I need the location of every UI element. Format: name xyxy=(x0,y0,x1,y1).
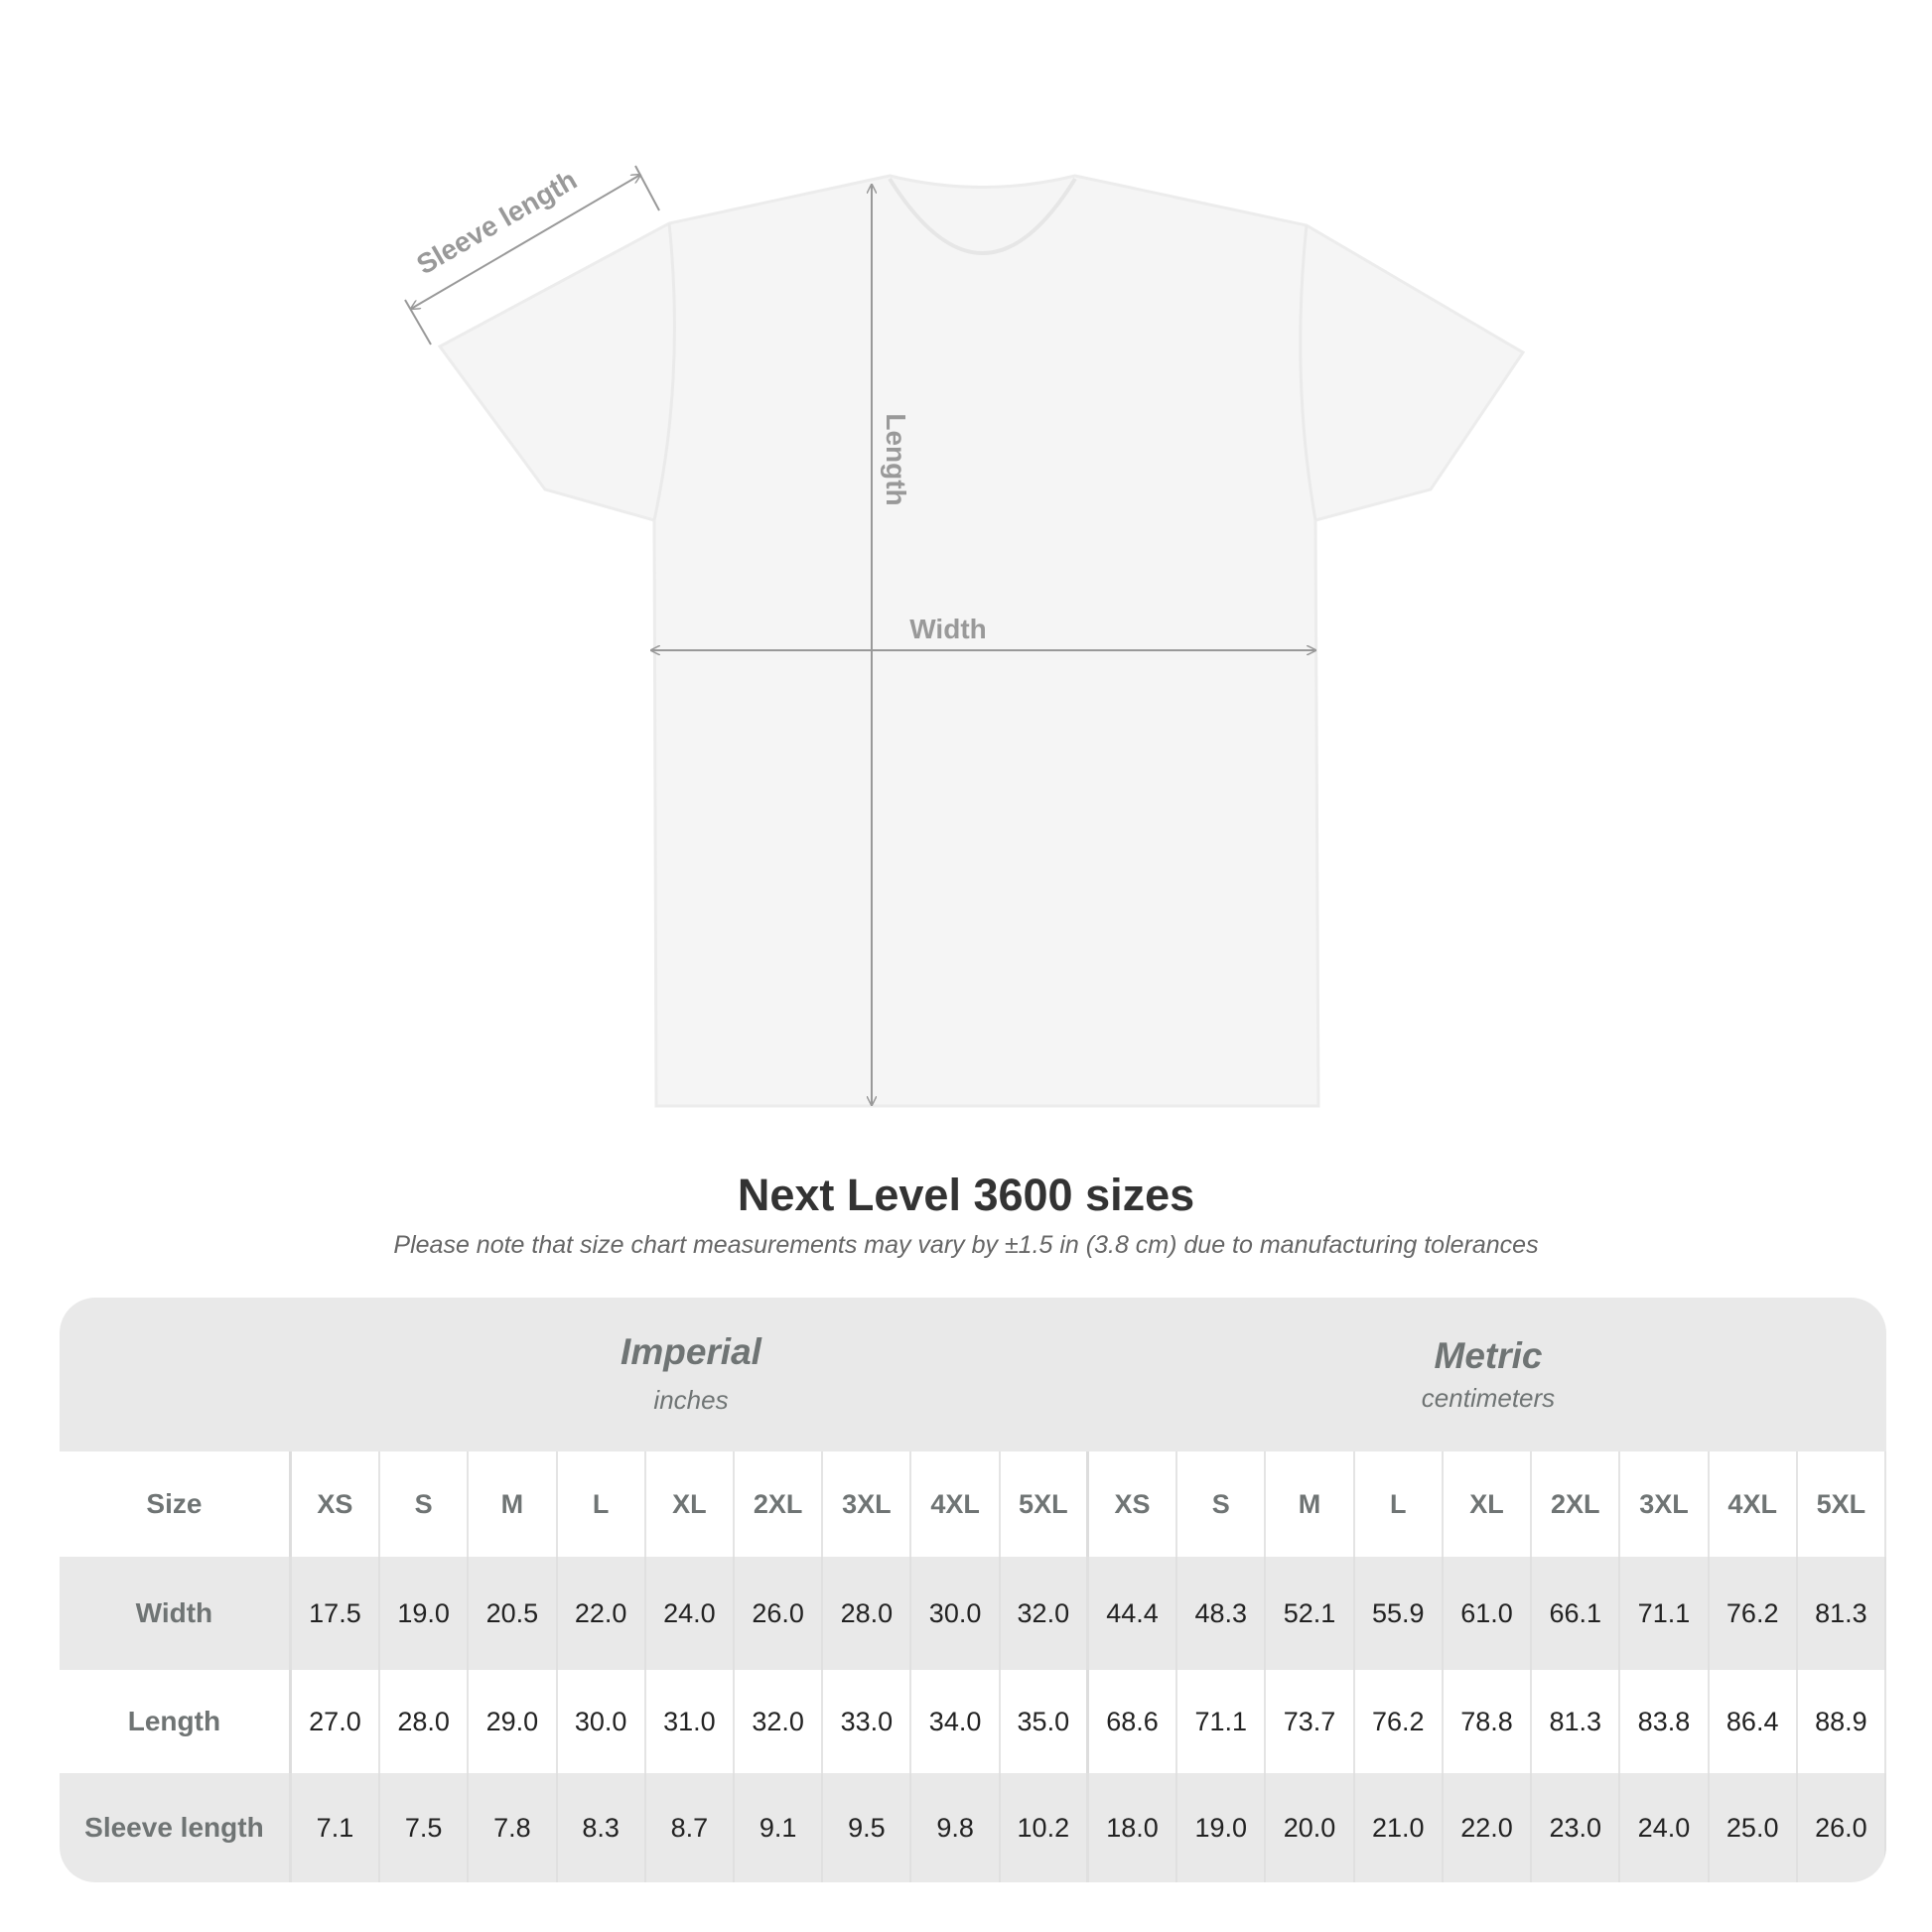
imperial-value-cell: 32.0 xyxy=(735,1670,824,1773)
imperial-value-cell: 20.5 xyxy=(469,1557,558,1670)
size-header-cell: 5XL xyxy=(1798,1451,1886,1557)
size-header-cell: 2XL xyxy=(1532,1451,1621,1557)
metric-value-cell: 52.1 xyxy=(1266,1557,1355,1670)
metric-value-cell: 25.0 xyxy=(1710,1773,1798,1882)
metric-value-cell: 83.8 xyxy=(1620,1670,1710,1773)
size-header-row: Size XS S M L XL 2XL 3XL 4XL 5XL XS S M L XL 2XL 3XL 4XL 5… xyxy=(60,1451,1886,1557)
metric-value-cell: 76.2 xyxy=(1355,1670,1444,1773)
imperial-value-cell: 9.5 xyxy=(823,1773,912,1882)
imperial-title: Imperial xyxy=(621,1331,761,1372)
imperial-unit: inches xyxy=(653,1385,729,1415)
tolerance-note: Please note that size chart measurements… xyxy=(393,1231,1539,1259)
imperial-value-cell: 8.3 xyxy=(558,1773,646,1882)
metric-value-cell: 48.3 xyxy=(1177,1557,1267,1670)
metric-value-cell: 66.1 xyxy=(1532,1557,1621,1670)
table-row: Sleeve length 7.1 7.5 7.8 8.3 8.7 9.1 9.5 9.8 10.… xyxy=(60,1773,1886,1882)
sleeve-length-label: Sleeve length xyxy=(411,164,582,280)
imperial-value-cell: 30.0 xyxy=(911,1557,1001,1670)
tshirt-collar xyxy=(888,177,1077,255)
size-header-cell: 2XL xyxy=(735,1451,824,1557)
imperial-value-cell: 24.0 xyxy=(646,1557,735,1670)
row-label: Size xyxy=(60,1451,292,1557)
imperial-value-cell: 33.0 xyxy=(823,1670,912,1773)
metric-value-cell: 86.4 xyxy=(1710,1670,1798,1773)
metric-value-cell: 23.0 xyxy=(1532,1773,1621,1882)
size-header-cell: M xyxy=(1266,1451,1355,1557)
metric-value-cell: 73.7 xyxy=(1266,1670,1355,1773)
imperial-value-cell: 28.0 xyxy=(380,1670,470,1773)
metric-value-cell: 81.3 xyxy=(1532,1670,1621,1773)
metric-title: Metric xyxy=(1434,1335,1543,1376)
row-label: Sleeve length xyxy=(60,1773,292,1882)
imperial-value-cell: 22.0 xyxy=(558,1557,646,1670)
size-header-cell: 3XL xyxy=(1620,1451,1710,1557)
size-header-cell: 5XL xyxy=(1001,1451,1089,1557)
size-header-cell: XS xyxy=(1089,1451,1178,1557)
metric-value-cell: 19.0 xyxy=(1177,1773,1267,1882)
imperial-value-cell: 27.0 xyxy=(292,1670,381,1773)
row-label: Width xyxy=(60,1557,292,1670)
imperial-value-cell: 19.0 xyxy=(380,1557,470,1670)
imperial-value-cell: 26.0 xyxy=(735,1557,824,1670)
size-header-cell: 3XL xyxy=(823,1451,912,1557)
imperial-value-cell: 9.1 xyxy=(735,1773,824,1882)
size-header-cell: M xyxy=(469,1451,558,1557)
size-header-cell: XL xyxy=(1444,1451,1533,1557)
size-header-cell: 4XL xyxy=(1710,1451,1798,1557)
imperial-value-cell: 35.0 xyxy=(1001,1670,1089,1773)
metric-value-cell: 61.0 xyxy=(1444,1557,1533,1670)
size-header-cell: S xyxy=(1177,1451,1267,1557)
metric-value-cell: 21.0 xyxy=(1355,1773,1444,1882)
metric-value-cell: 78.8 xyxy=(1444,1670,1533,1773)
metric-value-cell: 22.0 xyxy=(1444,1773,1533,1882)
sleeve-measure-line xyxy=(411,175,640,309)
imperial-value-cell: 28.0 xyxy=(823,1557,912,1670)
metric-unit: centimeters xyxy=(1421,1383,1556,1413)
length-label: Length xyxy=(881,413,911,505)
size-header-cell: L xyxy=(1355,1451,1444,1557)
imperial-value-cell: 29.0 xyxy=(469,1670,558,1773)
imperial-value-cell: 10.2 xyxy=(1001,1773,1089,1882)
size-header-cell: S xyxy=(380,1451,470,1557)
imperial-value-cell: 31.0 xyxy=(646,1670,735,1773)
imperial-value-cell: 34.0 xyxy=(911,1670,1001,1773)
imperial-value-cell: 17.5 xyxy=(292,1557,381,1670)
width-label: Width xyxy=(909,614,987,644)
imperial-header: Imperial inches xyxy=(292,1298,1090,1451)
metric-value-cell: 26.0 xyxy=(1798,1773,1886,1882)
metric-value-cell: 88.9 xyxy=(1798,1670,1886,1773)
row-label: Length xyxy=(60,1670,292,1773)
imperial-value-cell: 7.1 xyxy=(292,1773,381,1882)
tshirt-diagram: Length Width Sleeve length xyxy=(404,164,1526,1108)
imperial-value-cell: 30.0 xyxy=(558,1670,646,1773)
imperial-value-cell: 7.5 xyxy=(380,1773,470,1882)
metric-value-cell: 55.9 xyxy=(1355,1557,1444,1670)
metric-value-cell: 18.0 xyxy=(1089,1773,1178,1882)
metric-value-cell: 44.4 xyxy=(1089,1557,1178,1670)
metric-value-cell: 24.0 xyxy=(1620,1773,1710,1882)
table-row: Length 27.0 28.0 29.0 30.0 31.0 32.0 33.0 34.0 35… xyxy=(60,1670,1886,1773)
imperial-value-cell: 7.8 xyxy=(469,1773,558,1882)
size-header-cell: XL xyxy=(646,1451,735,1557)
metric-value-cell: 20.0 xyxy=(1266,1773,1355,1882)
page-title: Next Level 3600 sizes xyxy=(737,1170,1195,1220)
imperial-value-cell: 32.0 xyxy=(1001,1557,1089,1670)
metric-value-cell: 71.1 xyxy=(1177,1670,1267,1773)
metric-value-cell: 76.2 xyxy=(1710,1557,1798,1670)
metric-value-cell: 68.6 xyxy=(1089,1670,1178,1773)
size-table: Imperial inches Metric centimeters Size X… xyxy=(60,1298,1886,1882)
metric-header: Metric centimeters xyxy=(1090,1298,1886,1451)
imperial-value-cell: 8.7 xyxy=(646,1773,735,1882)
size-header-cell: XS xyxy=(292,1451,381,1557)
size-header-cell: L xyxy=(558,1451,646,1557)
table-row: Width 17.5 19.0 20.5 22.0 24.0 26.0 28.0 30.0 32.… xyxy=(60,1557,1886,1670)
imperial-value-cell: 9.8 xyxy=(911,1773,1001,1882)
size-header-cell: 4XL xyxy=(911,1451,1001,1557)
metric-value-cell: 71.1 xyxy=(1620,1557,1710,1670)
tshirt-shape xyxy=(437,174,1526,1108)
metric-value-cell: 81.3 xyxy=(1798,1557,1886,1670)
